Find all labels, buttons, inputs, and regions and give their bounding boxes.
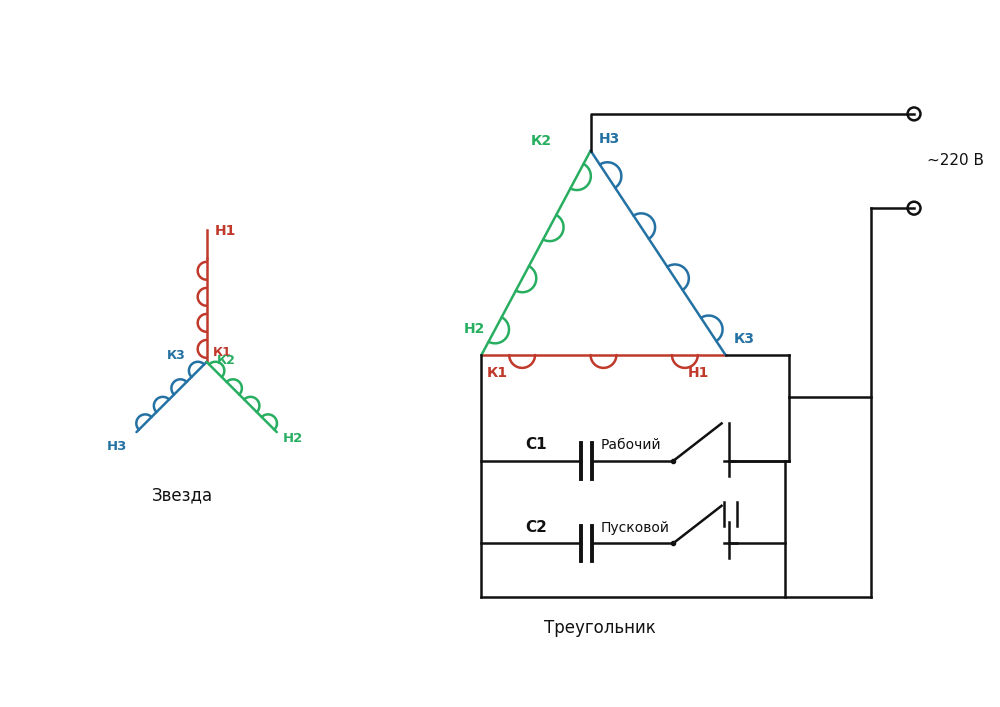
Text: Пусковой: Пусковой	[601, 520, 670, 534]
Text: С2: С2	[525, 520, 547, 534]
Text: ~220 В: ~220 В	[927, 153, 984, 168]
Text: Н3: Н3	[599, 132, 620, 146]
Text: Рабочий: Рабочий	[601, 438, 661, 452]
Text: Н1: Н1	[688, 366, 709, 380]
Text: Н3: Н3	[107, 440, 127, 453]
Text: Н2: Н2	[283, 432, 303, 445]
Text: С1: С1	[525, 437, 547, 452]
Text: Звезда: Звезда	[152, 487, 213, 505]
Text: К1: К1	[213, 346, 231, 359]
Text: К2: К2	[531, 134, 552, 148]
Text: Треугольник: Треугольник	[544, 619, 656, 637]
Text: К2: К2	[217, 354, 235, 367]
Text: Н2: Н2	[464, 322, 485, 336]
Text: К3: К3	[167, 349, 186, 362]
Text: К1: К1	[486, 366, 508, 380]
Text: К3: К3	[733, 332, 754, 346]
Text: Н1: Н1	[215, 224, 236, 238]
